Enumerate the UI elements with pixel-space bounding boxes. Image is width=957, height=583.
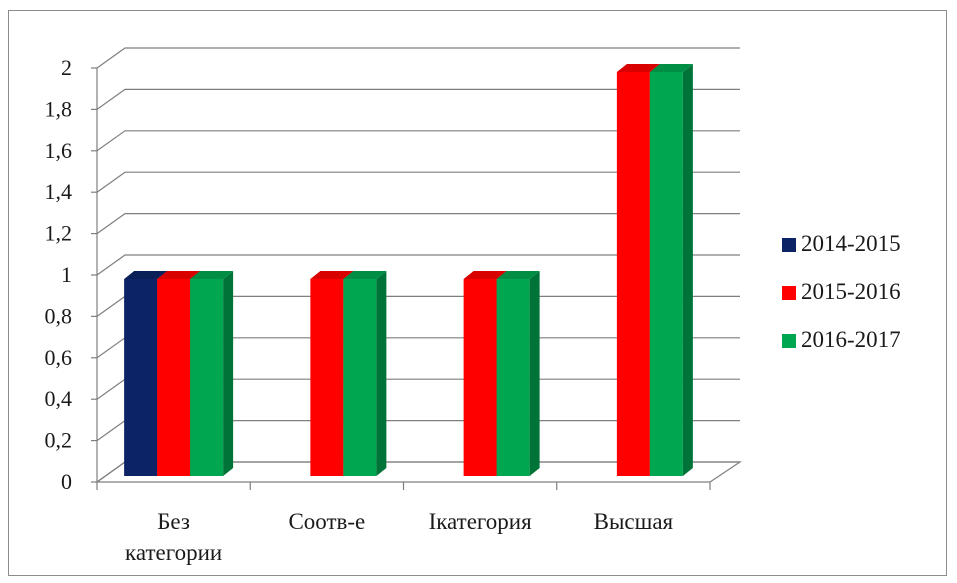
legend-swatch	[782, 334, 796, 348]
bar-side	[682, 64, 693, 476]
legend-label: 2014-2015	[801, 231, 901, 256]
y-tick-label: 1,8	[45, 96, 73, 121]
bar-side	[529, 271, 540, 476]
bar-front	[124, 279, 158, 476]
bars	[124, 64, 693, 476]
gridline	[96, 47, 740, 69]
bar-top	[649, 64, 693, 72]
legend-label: 2015-2016	[801, 279, 901, 304]
y-tick-label: 1,4	[45, 179, 73, 204]
legend-item: 2015-2016	[782, 279, 901, 304]
legend-swatch	[782, 286, 796, 300]
y-tick-label: 0,8	[45, 303, 73, 328]
bar	[343, 271, 387, 476]
bar-top	[124, 271, 168, 279]
gridline	[96, 171, 740, 193]
y-tick-label: 1,6	[45, 138, 73, 163]
bar-front	[463, 279, 497, 476]
y-tick-label: 1,2	[45, 221, 73, 246]
bar-front	[616, 72, 650, 476]
gridline	[96, 88, 740, 110]
bar-top	[463, 271, 507, 279]
bar-top	[616, 64, 660, 72]
floor-plane	[95, 461, 742, 483]
x-category-label: категории	[125, 540, 222, 565]
gridline	[96, 254, 740, 276]
legend: 2014-2015 2015-2016 2016-2017	[782, 231, 901, 352]
bar-top	[157, 271, 201, 279]
y-axis-ticks: 0 0,2 0,4 0,6 0,8 1 1,2 1,4 1,6 1,8 2	[45, 55, 73, 494]
bar-front	[496, 279, 530, 476]
x-category-label: Без	[157, 509, 190, 534]
legend-swatch	[782, 238, 796, 252]
bar-top	[310, 271, 354, 279]
axes	[91, 67, 742, 490]
bar-front	[157, 279, 191, 476]
gridline	[96, 213, 740, 235]
bar-side	[223, 271, 234, 476]
y-tick-label: 0,4	[45, 386, 73, 411]
gridline	[96, 130, 740, 152]
legend-label: 2016-2017	[801, 327, 901, 352]
x-category-label: Высшая	[594, 509, 674, 534]
bar	[190, 271, 234, 476]
bar-top	[496, 271, 540, 279]
y-tick-label: 0,2	[45, 428, 73, 453]
x-category-label: Iкатегория	[429, 509, 533, 534]
bar-front	[190, 279, 224, 476]
y-tick-label: 2	[61, 55, 72, 80]
bar-side	[376, 271, 387, 476]
y-tick-label: 0,6	[45, 345, 73, 370]
legend-item: 2016-2017	[782, 327, 901, 352]
x-category-label: Соотв-е	[288, 509, 365, 534]
bar-front	[649, 72, 683, 476]
bar-front	[310, 279, 344, 476]
y-tick-label: 1	[61, 262, 72, 287]
y-tick-label: 0	[61, 469, 72, 494]
legend-item: 2014-2015	[782, 231, 901, 256]
bar-top	[343, 271, 387, 279]
bar	[496, 271, 540, 476]
bar	[649, 64, 693, 476]
x-axis-categories: Без категории Соотв-е Iкатегория Высшая	[125, 509, 674, 565]
bar-front	[343, 279, 377, 476]
bar-top	[190, 271, 234, 279]
